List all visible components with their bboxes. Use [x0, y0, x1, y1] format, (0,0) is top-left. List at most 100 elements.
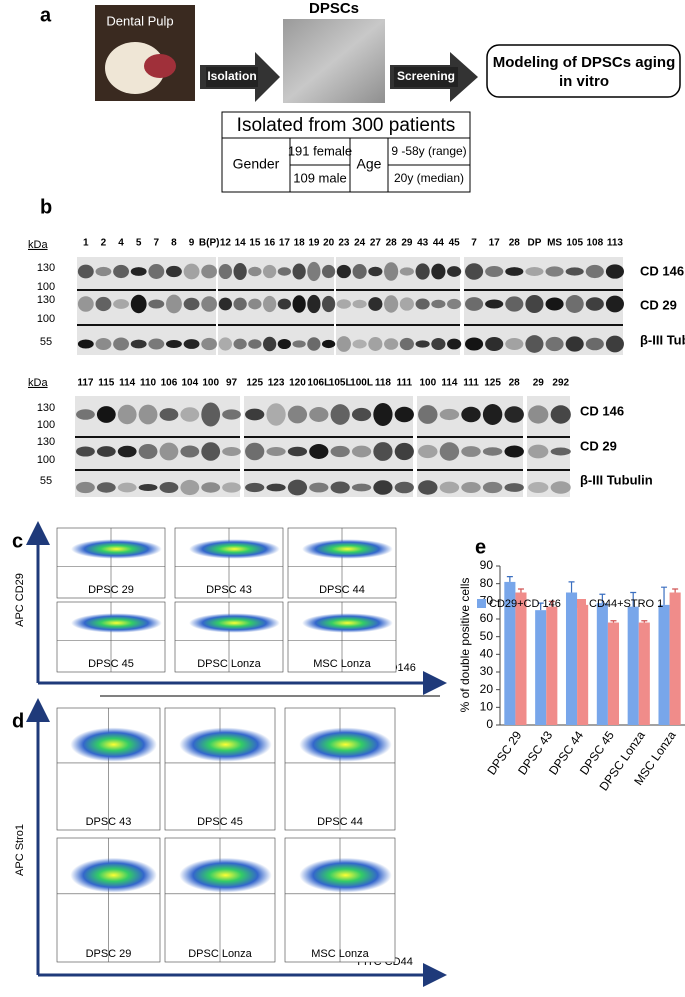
band [605, 264, 624, 279]
plot-label: DPSC 45 [88, 658, 134, 670]
band [159, 482, 179, 493]
band [287, 479, 308, 496]
band [148, 338, 165, 350]
panel-label: d [12, 710, 24, 732]
lane-label: 27 [370, 238, 382, 249]
band [585, 297, 604, 311]
kda-tick: 100 [37, 313, 55, 325]
outcome-box [486, 44, 681, 98]
lane-label: 120 [289, 378, 306, 389]
band [415, 263, 430, 280]
unit-label: kDa [28, 377, 48, 389]
band [233, 338, 247, 350]
kda-tick: 130 [37, 262, 55, 274]
band [482, 404, 503, 425]
band [525, 294, 544, 314]
band [95, 296, 112, 312]
band [233, 263, 247, 280]
band [336, 264, 351, 279]
cell-cloud [71, 613, 162, 633]
y-tick-label: 60 [480, 611, 494, 625]
band [222, 482, 241, 493]
panel-label: a [40, 4, 52, 26]
lane-label: 7 [154, 238, 160, 249]
y-tick-label: 40 [480, 647, 494, 661]
arrow-label: Isolation [207, 69, 256, 83]
band [180, 407, 200, 422]
error-bar [568, 581, 575, 593]
band [439, 481, 460, 494]
band [384, 338, 399, 350]
band [292, 295, 306, 313]
lane-label: 123 [268, 378, 285, 389]
band [292, 340, 306, 348]
lane-label: 29 [401, 238, 413, 249]
band [166, 265, 182, 278]
band [525, 335, 544, 353]
y-tick-label: 20 [480, 682, 494, 696]
error-bar [548, 600, 555, 607]
bar [638, 622, 650, 725]
error-bar [641, 620, 648, 623]
band [415, 340, 430, 348]
error-bar [537, 602, 544, 611]
band [461, 406, 481, 423]
lane-label: 108 [586, 238, 603, 249]
band [113, 299, 129, 309]
band [262, 336, 277, 352]
band [76, 481, 95, 494]
kda-tick: 100 [37, 454, 55, 466]
lane-label: 117 [77, 378, 94, 389]
lane-label: 104 [181, 378, 198, 389]
band [465, 263, 484, 280]
legend-swatch [477, 599, 486, 608]
band [550, 405, 571, 424]
plot-label: DPSC Lonza [197, 658, 261, 670]
protein-label: CD 146 [640, 263, 684, 278]
band [485, 265, 504, 278]
band [76, 446, 95, 457]
band [504, 445, 524, 458]
band [248, 266, 262, 277]
lane-label: 125 [246, 378, 263, 389]
bar [658, 604, 670, 725]
cell-cloud [189, 539, 280, 559]
lane-label: 5 [136, 238, 142, 249]
band [77, 296, 94, 312]
band [384, 262, 399, 281]
band [351, 445, 372, 458]
band [222, 409, 241, 420]
band [248, 339, 262, 349]
y-tick-label: 80 [480, 576, 494, 590]
band [113, 337, 129, 351]
band [309, 407, 329, 422]
lane-label: 111 [397, 378, 413, 389]
error-bar [599, 593, 606, 604]
panel-label: c [12, 530, 23, 552]
band [77, 339, 94, 349]
band [117, 482, 137, 493]
band [130, 294, 147, 314]
band [76, 409, 95, 420]
band [159, 442, 179, 461]
pulp [144, 54, 176, 78]
band [248, 298, 262, 310]
lane-label: 45 [449, 238, 461, 249]
band [399, 297, 414, 311]
band [117, 445, 137, 458]
y-axis-label: % of double positive cells [458, 578, 472, 713]
band [565, 336, 584, 352]
band [525, 267, 544, 276]
lane-label: 28 [386, 238, 398, 249]
band [266, 483, 286, 492]
arrow-box [394, 67, 458, 87]
lane-label: 118 [375, 378, 392, 389]
band [545, 266, 564, 277]
band [447, 266, 462, 277]
band [504, 483, 524, 492]
table-cell: 20y (median) [394, 171, 464, 185]
lane-label: DP [527, 238, 541, 249]
band [330, 404, 350, 425]
error-bar [506, 576, 513, 582]
